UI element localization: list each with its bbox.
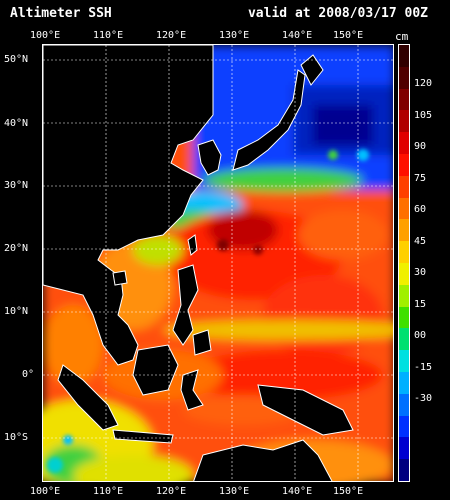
colorbar-swatch xyxy=(399,132,409,155)
colorbar-swatch xyxy=(399,437,409,460)
lon-label-top-110: 110°E xyxy=(93,30,124,41)
colorbar-label: 105 xyxy=(414,109,433,121)
land xyxy=(43,45,354,481)
colorbar-swatch xyxy=(399,393,409,417)
colorbar-swatch xyxy=(399,415,409,438)
lon-label-bottom-130: 130°E xyxy=(219,486,250,497)
colorbar-label: 30 xyxy=(414,267,427,278)
colorbar-swatch xyxy=(399,350,409,373)
valid-time: valid at 2008/03/17 00Z xyxy=(247,6,428,21)
colorbar-swatch xyxy=(399,372,409,395)
colorbar-label: -30 xyxy=(414,393,433,404)
colorbar-swatch xyxy=(399,284,409,308)
lon-label-top-150: 150°E xyxy=(333,30,364,41)
colorbar-swatch xyxy=(399,459,409,482)
lat-label-40n: 40°N xyxy=(4,118,29,129)
lon-label-top-140: 140°E xyxy=(282,30,313,41)
ssh-field xyxy=(43,45,393,481)
colorbar-unit: cm xyxy=(395,30,409,43)
colorbar-swatch xyxy=(399,66,409,90)
lon-label-bottom-120: 120°E xyxy=(156,486,187,497)
lat-label-20n: 20°N xyxy=(4,243,29,254)
graticule xyxy=(43,45,393,481)
colorbar-label: 120 xyxy=(414,78,433,89)
colorbar-label: 00 xyxy=(414,330,427,341)
colorbar-swatch xyxy=(399,154,409,177)
lat-label-10n: 10°N xyxy=(4,306,29,317)
lon-label-bottom-150: 150°E xyxy=(333,486,364,497)
colorbar-swatch xyxy=(399,328,409,351)
colorbar-swatch xyxy=(399,45,409,68)
colorbar-label: 60 xyxy=(414,204,427,215)
colorbar-swatch xyxy=(399,175,409,199)
colorbar-label: -15 xyxy=(414,361,433,373)
ssh-map xyxy=(42,44,394,482)
colorbar-swatch xyxy=(399,241,409,264)
colorbar xyxy=(398,44,410,482)
lon-label-top-120: 120°E xyxy=(156,30,187,41)
colorbar-swatch xyxy=(399,88,409,111)
lat-label-50n: 50°N xyxy=(4,54,29,65)
colorbar-swatch xyxy=(399,263,409,286)
colorbar-swatch xyxy=(399,197,409,220)
ssh-detail xyxy=(47,149,369,473)
colorbar-label: 90 xyxy=(414,141,427,152)
lon-label-top-100: 100°E xyxy=(30,30,61,41)
colorbar-label: 75 xyxy=(414,172,427,184)
colorbar-swatch xyxy=(399,110,409,133)
map-title: Altimeter SSH xyxy=(10,6,112,21)
colorbar-swatch xyxy=(399,219,409,242)
lat-label-10s: 10°S xyxy=(4,432,29,443)
colorbar-label: 15 xyxy=(414,298,427,310)
lon-label-bottom-110: 110°E xyxy=(93,486,124,497)
ssh-map-canvas xyxy=(43,45,393,481)
lat-label-30n: 30°N xyxy=(4,180,29,191)
colorbar-swatch xyxy=(399,306,409,329)
lat-label-equator: 0° xyxy=(22,369,35,380)
colorbar-label: 45 xyxy=(414,235,427,247)
lon-label-top-130: 130°E xyxy=(219,30,250,41)
lon-label-bottom-100: 100°E xyxy=(30,486,61,497)
lon-label-bottom-140: 140°E xyxy=(282,486,313,497)
